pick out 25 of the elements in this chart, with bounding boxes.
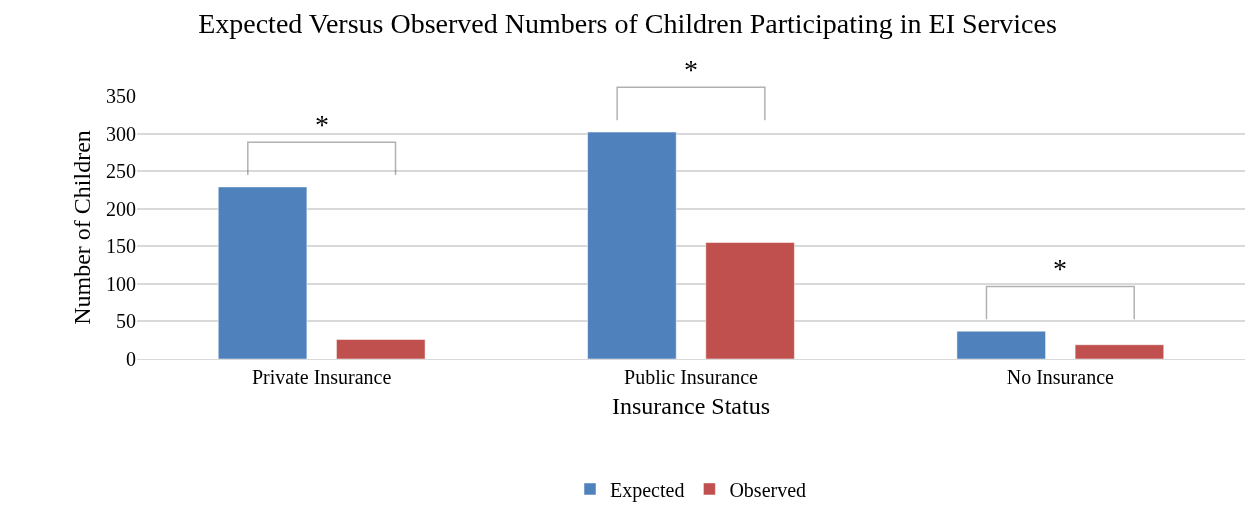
annotation: * bbox=[1053, 253, 1067, 284]
y-tick-label: 350 bbox=[106, 85, 136, 107]
bar bbox=[1074, 344, 1164, 359]
bar bbox=[587, 131, 677, 359]
x-tick-label: Public Insurance bbox=[624, 366, 759, 388]
x-tick-label: Private Insurance bbox=[251, 366, 392, 388]
x-axis-title: Insurance Status bbox=[612, 393, 770, 420]
x-tick-label: No Insurance bbox=[1006, 366, 1115, 388]
bar bbox=[956, 330, 1046, 359]
y-tick-label: 50 bbox=[116, 310, 136, 333]
y-tick-label: 150 bbox=[106, 235, 136, 258]
text: * bbox=[684, 54, 698, 85]
y-tick-label: 100 bbox=[106, 272, 136, 295]
y-tick-label: 200 bbox=[106, 197, 136, 220]
legend-label: Expected bbox=[610, 478, 685, 502]
y-tick-label: 300 bbox=[106, 122, 136, 145]
y-axis-title: Number of Children bbox=[69, 130, 96, 325]
annotation: * bbox=[315, 109, 329, 140]
bar bbox=[218, 186, 308, 359]
bar bbox=[336, 339, 426, 359]
chart-title: Expected Versus Observed Numbers of Children Participating in EI Services bbox=[198, 7, 1057, 39]
bar bbox=[705, 242, 795, 359]
y-tick-label: 0 bbox=[126, 348, 136, 370]
y-tick-label: 250 bbox=[106, 160, 136, 183]
legend-label: Observed bbox=[729, 478, 807, 501]
